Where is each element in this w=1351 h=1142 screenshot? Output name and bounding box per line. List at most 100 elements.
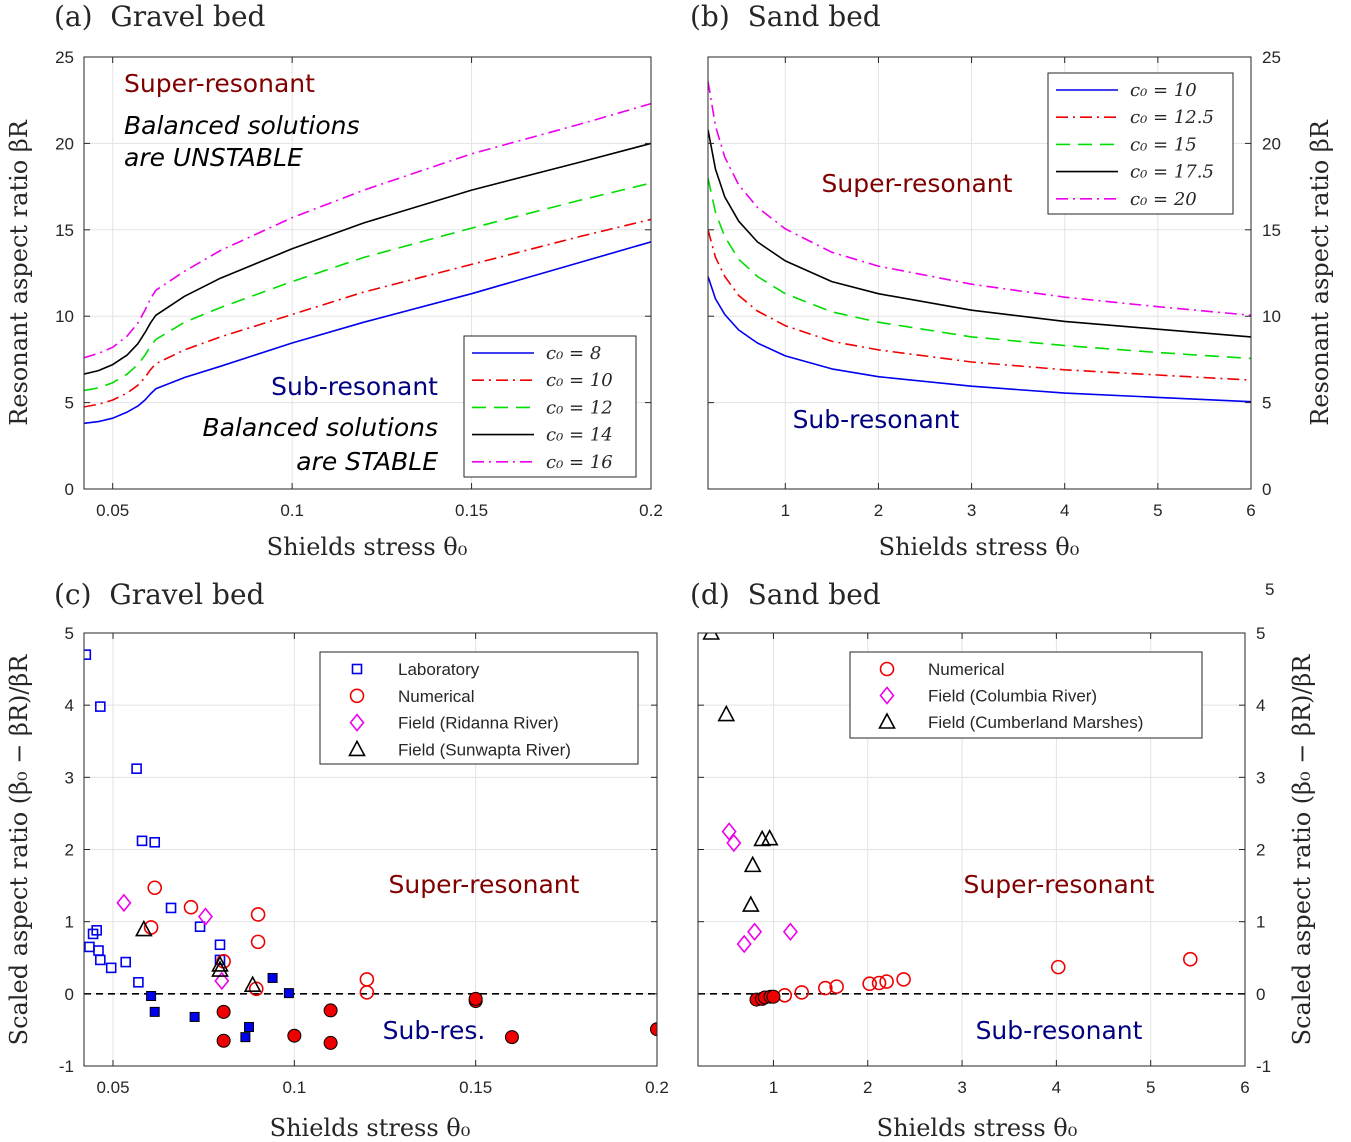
x-tick-label: 0.1 (280, 501, 304, 520)
data-point-triangle (741, 895, 760, 912)
region-annotation: Sub-resonant (793, 405, 960, 434)
series-line-1 (708, 276, 1251, 403)
data-point-square (240, 1032, 251, 1043)
legend-label: Laboratory (398, 660, 480, 679)
legend-marker-triangle (348, 739, 366, 757)
y-tick-label: 20 (1262, 134, 1281, 153)
data-point-square (165, 902, 177, 914)
y-axis-label: Scaled aspect ratio (β₀ − βR)/βR (5, 654, 33, 1046)
data-point-square (133, 976, 144, 988)
legend-label: c₀ = 14 (546, 425, 613, 446)
data-point-circle (1050, 959, 1066, 975)
x-axis-label: Shields stress θ₀ (270, 1114, 471, 1142)
data-point-circle (794, 985, 810, 1000)
data-point-square (95, 701, 106, 712)
data-point-circle (1183, 951, 1198, 967)
panel-c: 0.05 0.1 0.15 0.2 -1 0 1 2 3 4 5 (c) Gravel bed Shie… (5, 578, 669, 1142)
data-point-square (194, 921, 206, 933)
data-point-circle (287, 1028, 302, 1043)
data-point-circle (879, 974, 894, 989)
series-line-1 (84, 241, 651, 425)
y-axis-label: Resonant aspect ratio βR (1306, 119, 1334, 425)
x-tick-label: 5 (1153, 501, 1162, 520)
legend-label: c₀ = 12 (546, 397, 613, 418)
data-point-square (87, 928, 99, 940)
x-tick-label: 1 (781, 501, 790, 520)
y-tick-label: 5 (65, 624, 74, 643)
data-point-square (91, 925, 102, 936)
legend-marker-diamond (879, 686, 895, 705)
y-tick-label: 0 (65, 985, 74, 1004)
data-point-square (189, 1011, 200, 1022)
y-tick-label: 5 (65, 394, 74, 413)
legend-marker-triangle (878, 712, 896, 729)
data-point-diamond (726, 833, 742, 853)
x-tick-label: 4 (1060, 501, 1069, 520)
data-point-square (105, 962, 117, 974)
panel-title: (b) Sand bed (690, 0, 881, 33)
legend-label: c₀ = 20 (1130, 189, 1197, 210)
y-tick-label: 3 (65, 768, 74, 787)
data-point-circle (183, 899, 199, 915)
data-point-square (149, 1006, 160, 1017)
series-line-2 (708, 229, 1251, 381)
series-line-5 (84, 102, 651, 359)
data-point-circle (862, 976, 877, 992)
legend-label: c₀ = 17.5 (1130, 162, 1214, 183)
x-axis-label: Shields stress θ₀ (877, 1114, 1078, 1142)
data-point-triangle (211, 960, 229, 977)
data-point-triangle (760, 828, 779, 846)
legend-label: c₀ = 16 (546, 452, 613, 473)
y-tick-label: 2 (1256, 841, 1265, 860)
data-point-diamond (116, 893, 132, 913)
y-tick-label: 5 (1262, 394, 1271, 413)
legend-label: c₀ = 8 (546, 343, 601, 364)
data-point-diamond (197, 907, 214, 926)
data-point-diamond (747, 922, 763, 942)
data-point-square (244, 1022, 255, 1033)
legend-marker-square (351, 663, 363, 675)
y-tick-label: -1 (59, 1057, 74, 1076)
y-tick-label: 1 (65, 913, 74, 932)
y-tick-label: 10 (55, 307, 74, 326)
panel-a: 0.05 0.1 0.15 0.2 0 5 10 15 20 25 (a) Gravel bed Sh… (5, 0, 663, 561)
data-point-diamond (736, 934, 752, 954)
x-tick-label: 6 (1246, 501, 1255, 520)
y-tick-label: 15 (55, 221, 74, 240)
region-annotation: Sub-resonant (976, 1016, 1143, 1045)
legend-label: c₀ = 12.5 (1130, 107, 1214, 128)
x-tick-label: 0.15 (459, 1078, 492, 1097)
x-tick-label: 0.2 (645, 1078, 669, 1097)
legend: c₀ = 10 c₀ = 12.5 c₀ = 15 c₀ = 17.5 c₀ = 20 (1047, 72, 1234, 215)
panel-b: 1 2 3 4 5 60 5 10 15 20 25 (b) Sand bed Shields stre… (690, 0, 1334, 561)
data-point-circle (829, 979, 844, 994)
data-point-square (131, 763, 142, 774)
region-annotation: are UNSTABLE (124, 143, 303, 172)
data-point-circle (250, 907, 266, 922)
y-tick-label: 2 (65, 841, 74, 860)
data-point-circle (468, 991, 483, 1006)
region-annotation: Super-resonant (822, 169, 1013, 198)
region-annotation: Balanced solutions (202, 413, 438, 442)
panel-d: 1 2 3 4 5 6 -1 0 1 2 3 4 5 5 (d) Sand bed Shields stres… (690, 578, 1316, 1142)
y-tick-label: 3 (1256, 768, 1265, 787)
region-annotation: Super-resonant (124, 69, 315, 98)
region-annotation: Balanced solutions (124, 111, 360, 140)
region-annotation: Sub-res. (383, 1016, 486, 1045)
data-point-circle (216, 1033, 231, 1048)
data-point-circle (323, 1035, 338, 1050)
legend-label: c₀ = 10 (1130, 80, 1197, 101)
x-tick-label: 5 (1146, 1078, 1155, 1097)
y-tick-label: 4 (65, 696, 74, 715)
data-layer (702, 633, 1198, 1007)
legend-marker-circle (879, 661, 895, 677)
data-point-circle (504, 1030, 519, 1045)
axes-box (83, 56, 652, 490)
series-line-5 (708, 81, 1251, 317)
data-point-triangle (717, 704, 736, 722)
x-tick-label: 0.2 (639, 501, 663, 520)
series-line-4 (708, 129, 1251, 338)
data-point-square (95, 954, 106, 966)
legend-marker-circle (349, 688, 365, 704)
